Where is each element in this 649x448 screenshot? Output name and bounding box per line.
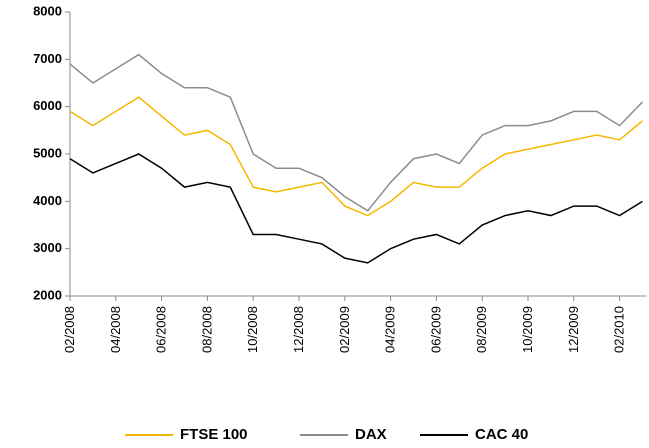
x-tick-label: 06/2008 — [154, 306, 169, 353]
line — [69, 153, 643, 264]
line — [69, 96, 643, 217]
line — [69, 53, 644, 212]
x-tick-label: 02/2010 — [612, 306, 627, 353]
x-tick-label: 12/2009 — [566, 306, 581, 353]
y-tick-label: 7000 — [33, 51, 62, 66]
y-tick-label: 6000 — [33, 98, 62, 113]
x-tick-label: 08/2008 — [199, 306, 214, 353]
x-tick-label: 04/2009 — [383, 306, 398, 353]
y-tick-label: 8000 — [33, 3, 62, 18]
x-tick-label: 10/2009 — [520, 306, 535, 353]
legend-label: CAC 40 — [475, 426, 528, 443]
x-tick-label: 12/2008 — [291, 306, 306, 353]
y-tick-label: 3000 — [33, 240, 62, 255]
x-tick-label: 10/2008 — [245, 306, 260, 353]
x-tick-label: 02/2008 — [62, 306, 77, 353]
legend-label: DAX — [355, 426, 387, 443]
x-tick-label: 08/2009 — [474, 306, 489, 353]
x-tick-label: 04/2008 — [108, 306, 123, 353]
legend-label: FTSE 100 — [180, 426, 248, 443]
x-tick-label: 02/2009 — [337, 306, 352, 353]
y-tick-label: 5000 — [33, 145, 62, 160]
x-tick-label: 06/2009 — [428, 306, 443, 353]
y-tick-label: 2000 — [33, 287, 62, 302]
y-tick-label: 4000 — [33, 193, 62, 208]
